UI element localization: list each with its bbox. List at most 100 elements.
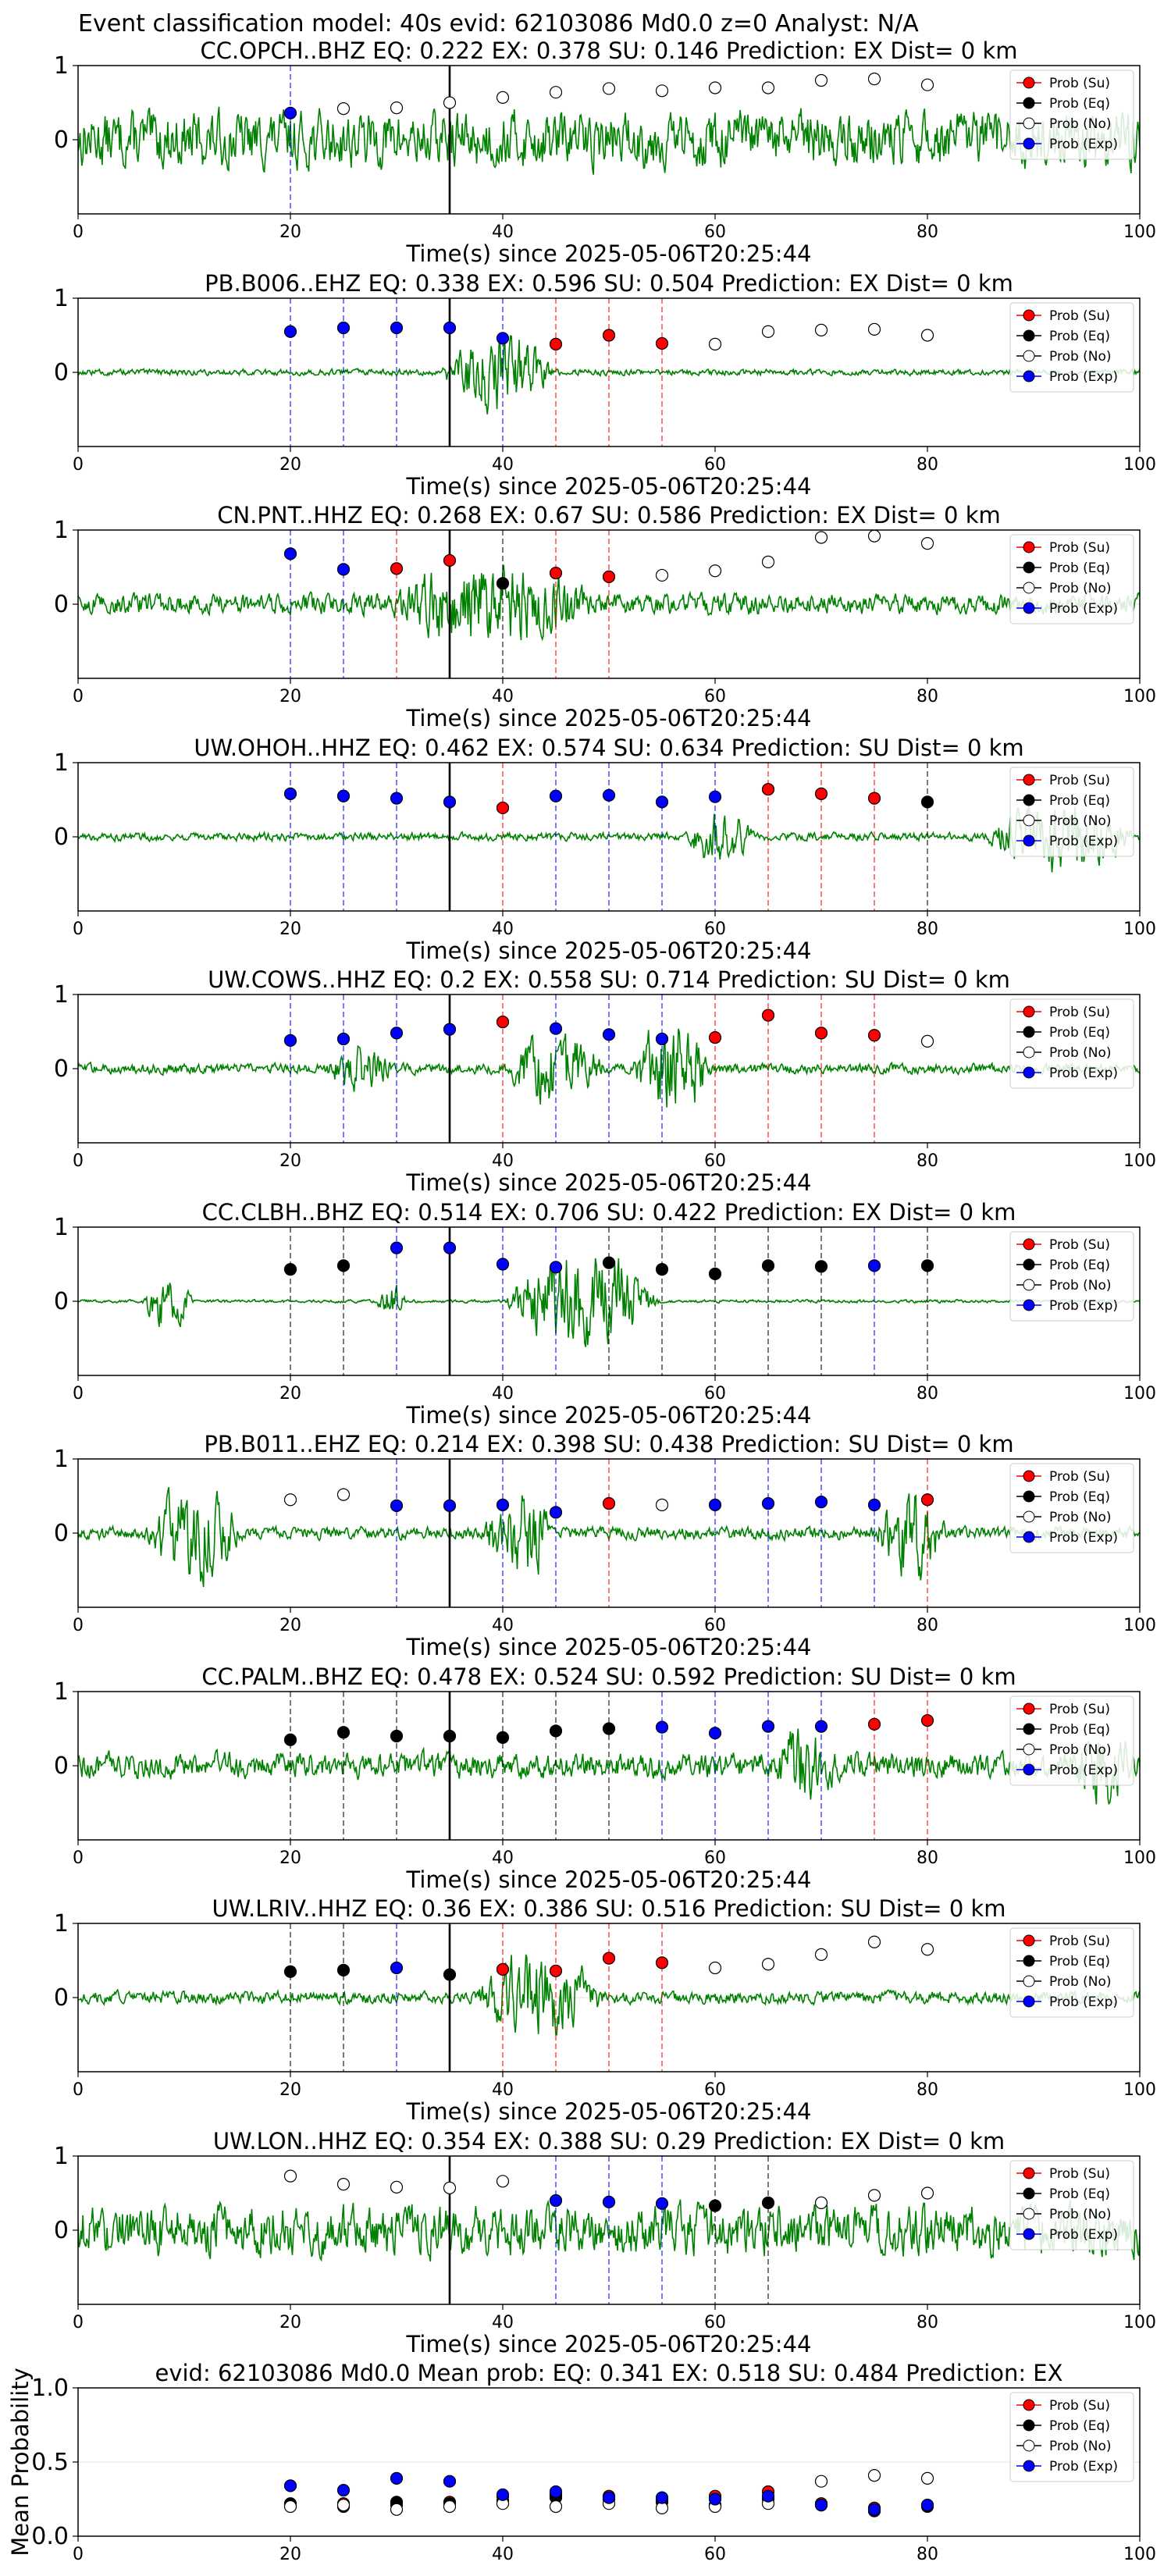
panel-9-prob-point xyxy=(867,2189,881,2202)
station-panel-10: evid: 62103086 Md0.0 Mean prob: EQ: 0.34… xyxy=(7,2360,1156,2564)
panel-1-legend-marker xyxy=(1023,329,1035,342)
panel-3-ytick-label: 0 xyxy=(54,824,69,851)
panel-5-legend-label: Prob (Su) xyxy=(1049,1237,1110,1253)
panel-9-xtick-label: 20 xyxy=(279,2313,301,2332)
panel-8-prob-point xyxy=(443,1968,457,1981)
panel-10-xtick-label: 80 xyxy=(917,2545,938,2564)
panel-2-legend-label: Prob (No) xyxy=(1049,581,1112,596)
panel-6-xtick-label: 80 xyxy=(917,1616,938,1635)
panel-0-xtick-label: 20 xyxy=(279,222,301,242)
panel-0-xtick-label: 80 xyxy=(917,222,938,242)
panel-10-prob-point xyxy=(443,2475,457,2488)
panel-3-xtick-label: 0 xyxy=(73,920,84,939)
panel-3-legend xyxy=(1009,767,1134,857)
panel-0-legend-marker xyxy=(1023,97,1035,109)
station-panel-0: CC.OPCH..BHZ EQ: 0.222 EX: 0.378 SU: 0.1… xyxy=(54,37,1156,267)
panel-8-prob-point xyxy=(602,1952,616,1965)
station-panel-2: CN.PNT..HHZ EQ: 0.268 EX: 0.67 SU: 0.586… xyxy=(54,502,1156,731)
panel-3-prob-point xyxy=(443,795,457,809)
panel-10-prob-point xyxy=(443,2500,457,2514)
panel-1-legend-label: Prob (Su) xyxy=(1049,308,1110,324)
panel-3-prob-point xyxy=(814,787,828,801)
panel-2-legend-marker xyxy=(1023,561,1035,574)
panel-2-legend xyxy=(1009,534,1134,624)
panel-8-plot-area xyxy=(78,1923,1140,2072)
panel-10-xtick-label: 0 xyxy=(73,2545,84,2564)
panel-6-ytick-label: 0 xyxy=(54,1520,69,1547)
panel-1-xtick-label: 100 xyxy=(1123,455,1156,475)
panel-7-prob-point xyxy=(496,1731,510,1744)
panel-4-legend-label: Prob (No) xyxy=(1049,1045,1112,1061)
panel-10-legend-marker xyxy=(1023,2439,1035,2452)
panel-8-prob-point xyxy=(549,1964,563,1977)
panel-6-prob-point xyxy=(283,1493,297,1507)
panel-10-prob-point xyxy=(549,2485,563,2499)
panel-10-xtick-label: 60 xyxy=(704,2545,726,2564)
panel-3-legend-label: Prob (Exp) xyxy=(1049,834,1118,849)
panel-1-legend xyxy=(1009,302,1134,393)
panel-1-legend-marker xyxy=(1023,350,1035,362)
panel-10-prob-point xyxy=(761,2489,775,2503)
panel-6-xtick-label: 0 xyxy=(73,1616,84,1635)
panel-10-prob-point xyxy=(496,2488,510,2501)
panel-5-xlabel: Time(s) since 2025-05-06T20:25:44 xyxy=(406,1402,812,1429)
panel-6-prob-point xyxy=(443,1499,457,1512)
panel-1-plot-area xyxy=(78,298,1140,447)
panel-3-plot-area xyxy=(78,763,1140,911)
panel-0-prob-point xyxy=(708,81,722,94)
panel-9-prob-point xyxy=(602,2195,616,2208)
panel-4-legend-marker xyxy=(1023,1026,1035,1038)
panel-5-xtick-label: 40 xyxy=(492,1384,514,1404)
panel-4-xtick-label: 80 xyxy=(917,1151,938,1171)
panel-7-prob-point xyxy=(655,1720,669,1734)
panel-0-ytick-label: 0 xyxy=(54,126,69,154)
panel-1-legend-marker xyxy=(1023,309,1035,322)
panel-2-legend-marker xyxy=(1023,541,1035,553)
station-panel-8: UW.LRIV..HHZ EQ: 0.36 EX: 0.386 SU: 0.51… xyxy=(54,1895,1156,2125)
panel-10-prob-point xyxy=(920,2499,934,2512)
panel-0-xtick-label: 60 xyxy=(704,222,726,242)
panel-3-prob-point xyxy=(867,792,881,805)
panel-6-legend-label: Prob (Eq) xyxy=(1049,1489,1110,1505)
panel-2-prob-point xyxy=(283,547,297,560)
panel-10-title: evid: 62103086 Md0.0 Mean prob: EQ: 0.34… xyxy=(155,2360,1062,2386)
panel-9-ytick-label: 1 xyxy=(54,2143,69,2170)
panel-8-legend-marker xyxy=(1023,1975,1035,1987)
panel-10-prob-point xyxy=(283,2479,297,2492)
panel-8-legend-marker xyxy=(1023,1934,1035,1947)
panel-4-prob-point xyxy=(814,1026,828,1040)
panel-3-prob-point xyxy=(761,783,775,796)
panel-4-prob-point xyxy=(867,1029,881,1042)
panel-7-waveform xyxy=(78,1728,1140,1806)
panel-7-prob-point xyxy=(761,1720,775,1733)
panel-7-xtick-label: 80 xyxy=(917,1848,938,1868)
panel-3-prob-point xyxy=(708,790,722,803)
panel-7-legend-label: Prob (Eq) xyxy=(1049,1722,1110,1738)
panel-4-prob-point xyxy=(708,1030,722,1044)
panel-0-legend-marker xyxy=(1023,117,1035,130)
panel-7-xtick-label: 100 xyxy=(1123,1848,1156,1868)
panel-6-prob-point xyxy=(549,1506,563,1519)
panel-8-prob-point xyxy=(655,1956,669,1969)
panel-6-xtick-label: 60 xyxy=(704,1616,726,1635)
panel-9-prob-point xyxy=(761,2196,775,2209)
panel-10-prob-point xyxy=(336,2499,351,2512)
panel-4-prob-point xyxy=(496,1016,510,1029)
panel-10-xtick-label: 100 xyxy=(1123,2545,1156,2564)
panel-2-prob-point xyxy=(655,568,669,582)
panel-7-ytick-label: 1 xyxy=(54,1678,69,1706)
panel-9-prob-point xyxy=(920,2186,934,2200)
panel-9-prob-point xyxy=(443,2181,457,2194)
panel-7-prob-point xyxy=(549,1724,563,1738)
panel-1-ytick-label: 1 xyxy=(54,285,69,312)
panel-7-plot-area xyxy=(78,1692,1140,1840)
panel-1-prob-point xyxy=(761,325,775,338)
panel-1-legend-marker xyxy=(1023,370,1035,382)
panel-9-prob-point xyxy=(655,2197,669,2210)
panel-3-prob-point xyxy=(390,792,404,805)
panel-8-xtick-label: 60 xyxy=(704,2080,726,2100)
panel-9-legend-marker xyxy=(1023,2187,1035,2200)
panel-0-ytick-label: 1 xyxy=(54,52,69,80)
panel-2-prob-point xyxy=(708,564,722,578)
